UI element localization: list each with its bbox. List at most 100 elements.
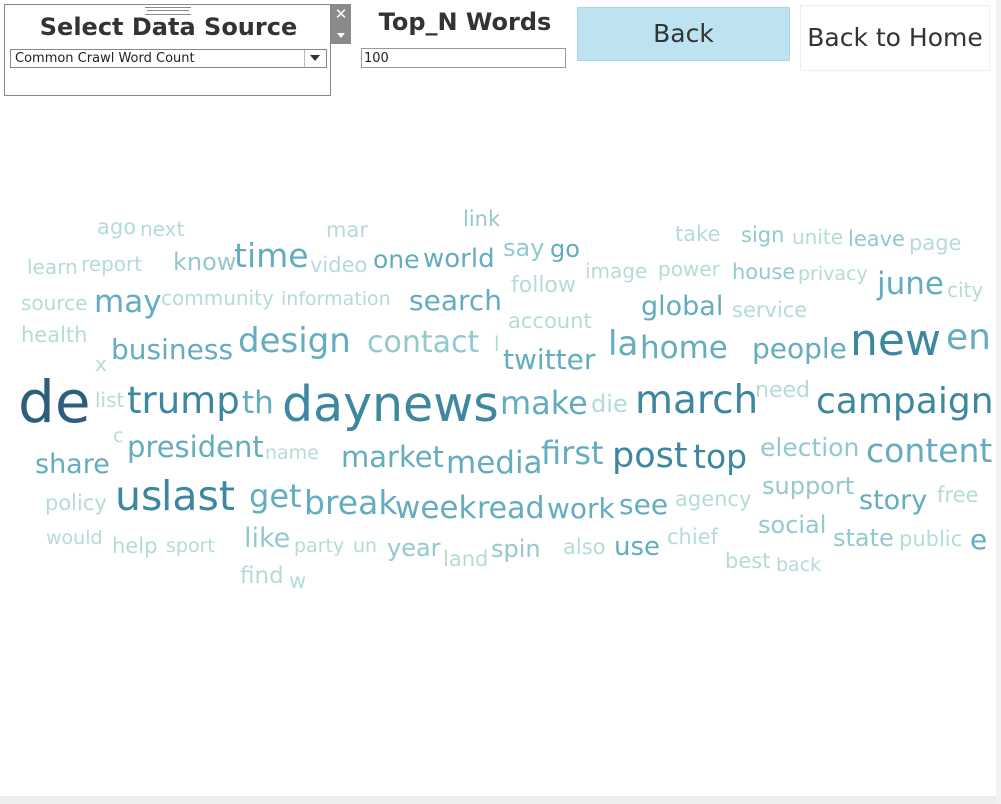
word-video[interactable]: video bbox=[310, 253, 367, 277]
word-social[interactable]: social bbox=[758, 511, 826, 539]
word-en[interactable]: en bbox=[946, 317, 991, 358]
word-spin[interactable]: spin bbox=[491, 535, 541, 563]
word-leave[interactable]: leave bbox=[848, 227, 905, 251]
word-march[interactable]: march bbox=[635, 378, 758, 423]
word-last[interactable]: last bbox=[161, 472, 235, 520]
word-year[interactable]: year bbox=[387, 534, 441, 562]
word-free[interactable]: free bbox=[937, 483, 978, 507]
collapse-menu-icon[interactable] bbox=[331, 24, 351, 44]
word-page[interactable]: page bbox=[909, 231, 961, 255]
word-get[interactable]: get bbox=[249, 477, 302, 515]
word-ago[interactable]: ago bbox=[97, 215, 136, 239]
word-land[interactable]: land bbox=[443, 547, 488, 571]
word-public[interactable]: public bbox=[899, 527, 962, 551]
word-global[interactable]: global bbox=[641, 291, 723, 322]
back-button[interactable]: Back bbox=[577, 7, 790, 61]
word-read[interactable]: read bbox=[477, 491, 545, 526]
word-name[interactable]: name bbox=[265, 442, 319, 464]
word-x[interactable]: x bbox=[95, 352, 107, 376]
word-one[interactable]: one bbox=[373, 245, 420, 274]
word-w[interactable]: w bbox=[289, 569, 306, 593]
word-week[interactable]: week bbox=[395, 490, 476, 526]
word-list[interactable]: list bbox=[95, 388, 125, 412]
top-n-input[interactable] bbox=[361, 48, 566, 68]
word-party[interactable]: party bbox=[294, 535, 344, 557]
word-make[interactable]: make bbox=[500, 384, 588, 422]
word-next[interactable]: next bbox=[140, 217, 184, 241]
word-find[interactable]: find bbox=[240, 563, 284, 589]
word-like[interactable]: like bbox=[244, 523, 290, 554]
word-follow[interactable]: follow bbox=[511, 273, 576, 298]
word-account[interactable]: account bbox=[508, 309, 592, 333]
word-help[interactable]: help bbox=[112, 534, 157, 558]
word-agency[interactable]: agency bbox=[675, 487, 751, 511]
word-day[interactable]: day bbox=[282, 376, 372, 433]
word-e[interactable]: e bbox=[970, 523, 987, 556]
word-see[interactable]: see bbox=[619, 488, 668, 521]
word-th[interactable]: th bbox=[242, 385, 274, 421]
word-source[interactable]: source bbox=[21, 291, 87, 315]
word-sport[interactable]: sport bbox=[166, 535, 215, 557]
word-back[interactable]: back bbox=[776, 554, 821, 576]
word-business[interactable]: business bbox=[111, 333, 233, 366]
word-design[interactable]: design bbox=[238, 321, 351, 361]
word-story[interactable]: story bbox=[859, 485, 927, 516]
word-time[interactable]: time bbox=[234, 236, 309, 275]
word-world[interactable]: world bbox=[423, 244, 495, 274]
chevron-down-icon[interactable] bbox=[304, 50, 326, 67]
word-us[interactable]: us bbox=[115, 472, 162, 520]
word-city[interactable]: city bbox=[947, 278, 983, 302]
word-break[interactable]: break bbox=[304, 483, 398, 522]
word-would[interactable]: would bbox=[46, 527, 103, 549]
word-first[interactable]: first bbox=[541, 434, 604, 472]
word-know[interactable]: know bbox=[173, 248, 236, 276]
word-sign[interactable]: sign bbox=[741, 223, 784, 247]
word-news[interactable]: news bbox=[372, 376, 499, 433]
word-de[interactable]: de bbox=[18, 368, 91, 436]
word-use[interactable]: use bbox=[614, 532, 660, 562]
data-source-dropdown[interactable]: Common Crawl Word Count bbox=[10, 49, 327, 68]
word-mar[interactable]: mar bbox=[326, 218, 368, 242]
word-top[interactable]: top bbox=[693, 437, 747, 476]
word-link[interactable]: link bbox=[463, 207, 501, 231]
word-need[interactable]: need bbox=[755, 378, 810, 403]
word-trump[interactable]: trump bbox=[127, 379, 240, 422]
word-un[interactable]: un bbox=[353, 535, 377, 557]
word-also[interactable]: also bbox=[563, 535, 606, 559]
close-icon[interactable]: ✕ bbox=[334, 5, 348, 23]
word-work[interactable]: work bbox=[547, 492, 616, 525]
word-content[interactable]: content bbox=[866, 431, 992, 470]
word-campaign[interactable]: campaign bbox=[816, 381, 994, 422]
word-health[interactable]: health bbox=[21, 323, 87, 347]
word-may[interactable]: may bbox=[94, 284, 162, 320]
word-post[interactable]: post bbox=[612, 436, 688, 476]
word-service[interactable]: service bbox=[732, 298, 807, 322]
word-la[interactable]: la bbox=[608, 324, 638, 364]
word-power[interactable]: power bbox=[658, 257, 721, 281]
word-information[interactable]: information bbox=[281, 288, 391, 310]
word-best[interactable]: best bbox=[725, 549, 770, 573]
word-support[interactable]: support bbox=[762, 472, 854, 500]
word-die[interactable]: die bbox=[591, 390, 628, 418]
word-people[interactable]: people bbox=[752, 332, 847, 365]
word-chief[interactable]: chief bbox=[667, 525, 719, 549]
word-unite[interactable]: unite bbox=[792, 225, 843, 249]
word-market[interactable]: market bbox=[341, 440, 444, 474]
word-c[interactable]: c bbox=[113, 425, 123, 447]
word-privacy[interactable]: privacy bbox=[798, 263, 868, 285]
word-image[interactable]: image bbox=[585, 259, 647, 283]
word-learn[interactable]: learn bbox=[27, 255, 78, 279]
word-search[interactable]: search bbox=[409, 284, 502, 317]
word-election[interactable]: election bbox=[760, 433, 859, 462]
word-contact[interactable]: contact bbox=[367, 325, 480, 360]
word-twitter[interactable]: twitter bbox=[503, 343, 596, 376]
word-report[interactable]: report bbox=[81, 252, 142, 276]
word-say[interactable]: say bbox=[503, 234, 544, 262]
word-house[interactable]: house bbox=[732, 260, 795, 284]
word-policy[interactable]: policy bbox=[45, 491, 107, 515]
back-to-home-button[interactable]: Back to Home bbox=[800, 5, 990, 71]
word-home[interactable]: home bbox=[640, 330, 728, 366]
word-community[interactable]: community bbox=[161, 286, 274, 310]
word-president[interactable]: president bbox=[127, 430, 264, 464]
drag-handle-icon[interactable] bbox=[145, 7, 191, 15]
